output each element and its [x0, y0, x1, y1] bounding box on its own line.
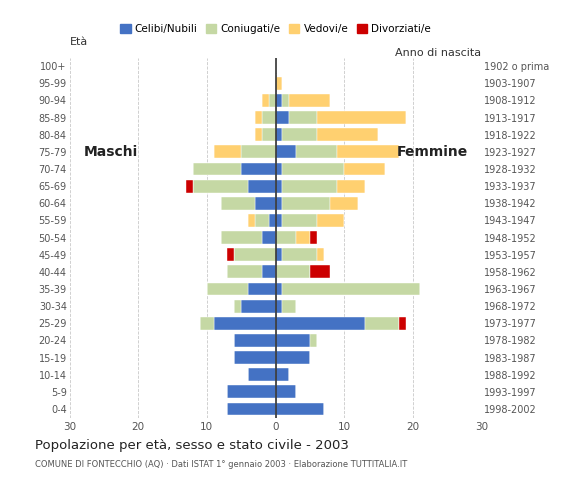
Bar [276, 317, 365, 330]
Bar [282, 197, 331, 210]
Bar [262, 111, 275, 124]
Text: Anno di nascita: Anno di nascita [396, 48, 481, 58]
Bar [276, 180, 282, 192]
Bar [220, 231, 262, 244]
Bar [207, 283, 248, 296]
Bar [317, 128, 378, 141]
Bar [276, 368, 289, 381]
Bar [344, 163, 385, 176]
Bar [227, 403, 276, 416]
Bar [262, 128, 275, 141]
Bar [276, 197, 282, 210]
Bar [227, 265, 262, 278]
Legend: Celibi/Nubili, Coniugati/e, Vedovi/e, Divorziati/e: Celibi/Nubili, Coniugati/e, Vedovi/e, Di… [116, 20, 435, 38]
Bar [276, 403, 324, 416]
Bar [310, 265, 331, 278]
Bar [241, 145, 276, 158]
Bar [276, 214, 282, 227]
Bar [310, 334, 317, 347]
Bar [255, 128, 262, 141]
Bar [276, 163, 282, 176]
Bar [241, 300, 276, 312]
Bar [282, 180, 337, 192]
Bar [276, 77, 282, 90]
Bar [282, 94, 289, 107]
Bar [234, 334, 276, 347]
Bar [234, 248, 276, 261]
Bar [276, 385, 296, 398]
Bar [248, 283, 276, 296]
Bar [282, 300, 296, 312]
Bar [317, 248, 324, 261]
Bar [262, 231, 275, 244]
Bar [296, 145, 337, 158]
Bar [282, 214, 317, 227]
Bar [317, 214, 344, 227]
Bar [365, 317, 399, 330]
Bar [337, 145, 399, 158]
Bar [317, 111, 406, 124]
Bar [234, 351, 276, 364]
Bar [241, 163, 276, 176]
Bar [234, 300, 241, 312]
Bar [276, 111, 289, 124]
Bar [214, 317, 276, 330]
Bar [186, 180, 193, 192]
Bar [248, 368, 276, 381]
Bar [227, 248, 234, 261]
Bar [220, 197, 255, 210]
Bar [248, 180, 276, 192]
Text: Popolazione per età, sesso e stato civile - 2003: Popolazione per età, sesso e stato civil… [35, 439, 349, 452]
Bar [262, 265, 275, 278]
Bar [289, 94, 331, 107]
Bar [227, 385, 276, 398]
Bar [282, 128, 317, 141]
Bar [276, 334, 310, 347]
Bar [276, 265, 310, 278]
Bar [276, 300, 282, 312]
Bar [255, 111, 262, 124]
Text: Femmine: Femmine [396, 145, 467, 159]
Bar [276, 231, 296, 244]
Bar [200, 317, 214, 330]
Bar [282, 163, 344, 176]
Bar [331, 197, 358, 210]
Bar [289, 111, 317, 124]
Bar [255, 214, 269, 227]
Bar [296, 231, 310, 244]
Bar [214, 145, 241, 158]
Bar [262, 94, 269, 107]
Bar [399, 317, 406, 330]
Text: Età: Età [70, 37, 88, 48]
Bar [255, 197, 276, 210]
Bar [337, 180, 365, 192]
Text: Maschi: Maschi [84, 145, 137, 159]
Bar [310, 231, 317, 244]
Bar [269, 214, 276, 227]
Bar [276, 283, 282, 296]
Bar [193, 163, 241, 176]
Bar [276, 351, 310, 364]
Bar [248, 214, 255, 227]
Bar [193, 180, 248, 192]
Bar [269, 94, 276, 107]
Bar [276, 248, 282, 261]
Bar [276, 128, 282, 141]
Bar [282, 248, 317, 261]
Bar [276, 94, 282, 107]
Text: COMUNE DI FONTECCHIO (AQ) · Dati ISTAT 1° gennaio 2003 · Elaborazione TUTTITALIA: COMUNE DI FONTECCHIO (AQ) · Dati ISTAT 1… [35, 460, 407, 469]
Bar [276, 145, 296, 158]
Bar [282, 283, 420, 296]
